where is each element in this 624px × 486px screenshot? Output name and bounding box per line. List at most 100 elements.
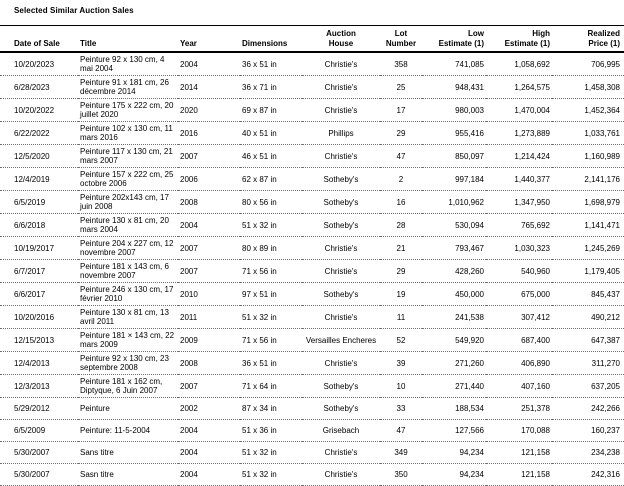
cell-realized_price: 1,160,989 — [552, 144, 624, 168]
cell-year: 2004 — [178, 213, 240, 237]
cell-dimensions: 46 x 51 in — [240, 144, 302, 168]
cell-lot_number: 47 — [380, 419, 422, 442]
cell-low_estimate: 997,184 — [422, 167, 486, 191]
cell-low_estimate: 793,467 — [422, 236, 486, 260]
cell-year: 2007 — [178, 374, 240, 398]
table-row: 5/30/2007 Sasn titre 2004 51 x 32 in Christi… — [0, 463, 624, 486]
cell-high_estimate: 170,088 — [486, 419, 552, 442]
cell-date_of_sale: 6/22/2022 — [0, 121, 78, 145]
cell-realized_price: 637,205 — [552, 374, 624, 398]
table-row: 6/22/2022 Peinture 102 x 130 cm, 11 mars … — [0, 121, 624, 145]
cell-realized_price: 706,995 — [552, 52, 624, 76]
cell-dimensions: 80 x 56 in — [240, 190, 302, 214]
cell-date_of_sale: 12/15/2013 — [0, 328, 78, 352]
column-header-title: Title — [78, 25, 178, 53]
cell-high_estimate: 1,058,692 — [486, 52, 552, 76]
cell-low_estimate: 955,416 — [422, 121, 486, 145]
cell-low_estimate: 241,538 — [422, 305, 486, 329]
cell-auction_house: Sotheby's — [302, 397, 380, 420]
cell-dimensions: 36 x 51 in — [240, 351, 302, 375]
cell-date_of_sale: 6/6/2017 — [0, 282, 78, 306]
cell-year: 2006 — [178, 167, 240, 191]
cell-dimensions: 51 x 36 in — [240, 419, 302, 442]
cell-realized_price: 242,266 — [552, 397, 624, 420]
table-row: 10/20/2016 Peinture 130 x 81 cm, 13 avril… — [0, 305, 624, 329]
cell-auction_house: Christie's — [302, 236, 380, 260]
cell-title: Peinture 102 x 130 cm, 11 mars 2016 — [78, 121, 178, 145]
cell-date_of_sale: 6/5/2019 — [0, 190, 78, 214]
cell-lot_number: 29 — [380, 121, 422, 145]
table-row: 12/3/2013 Peinture 181 x 162 cm, Diptyque… — [0, 374, 624, 398]
cell-realized_price: 1,452,364 — [552, 98, 624, 122]
column-header-date_of_sale: Date of Sale — [0, 25, 78, 53]
cell-low_estimate: 549,920 — [422, 328, 486, 352]
cell-low_estimate: 980,003 — [422, 98, 486, 122]
cell-low_estimate: 850,097 — [422, 144, 486, 168]
cell-realized_price: 1,698,979 — [552, 190, 624, 214]
cell-high_estimate: 675,000 — [486, 282, 552, 306]
cell-year: 2004 — [178, 463, 240, 486]
cell-high_estimate: 540,960 — [486, 259, 552, 283]
cell-auction_house: Christie's — [302, 52, 380, 76]
cell-auction_house: Sotheby's — [302, 213, 380, 237]
table-row: 10/20/2022 Peinture 175 x 222 cm, 20 juil… — [0, 98, 624, 122]
cell-title: Peinture 91 x 181 cm, 26 décembre 2014 — [78, 75, 178, 99]
cell-date_of_sale: 12/3/2013 — [0, 374, 78, 398]
cell-high_estimate: 1,030,323 — [486, 236, 552, 260]
cell-dimensions: 71 x 56 in — [240, 259, 302, 283]
cell-lot_number: 39 — [380, 351, 422, 375]
table-row: 6/6/2017 Peinture 246 x 130 cm, 17 févrie… — [0, 282, 624, 306]
column-header-high_estimate: High Estimate (1) — [486, 25, 552, 53]
cell-lot_number: 29 — [380, 259, 422, 283]
column-header-dimensions: Dimensions — [240, 25, 302, 53]
table-header-row: Date of Sale Title Year Dimensions Auction H… — [0, 25, 624, 53]
cell-title: Peinture 181 × 143 cm, 22 mars 2009 — [78, 328, 178, 352]
cell-dimensions: 71 x 56 in — [240, 328, 302, 352]
table-row: 5/30/2007 Sans titre 2004 51 x 32 in Christi… — [0, 441, 624, 464]
cell-realized_price: 1,179,405 — [552, 259, 624, 283]
table-row: 6/5/2009 Peinture: 11-5-2004 2004 51 x 36 i… — [0, 419, 624, 442]
cell-year: 2007 — [178, 259, 240, 283]
table-row: 6/28/2023 Peinture 91 x 181 cm, 26 décemb… — [0, 75, 624, 99]
auction-table-body: 10/20/2023 Peinture 92 x 130 cm, 4 mai 20… — [0, 52, 624, 486]
cell-high_estimate: 307,412 — [486, 305, 552, 329]
cell-title: Peinture 246 x 130 cm, 17 février 2010 — [78, 282, 178, 306]
cell-dimensions: 51 x 32 in — [240, 441, 302, 464]
cell-year: 2008 — [178, 190, 240, 214]
cell-date_of_sale: 5/30/2007 — [0, 463, 78, 486]
cell-date_of_sale: 10/20/2023 — [0, 52, 78, 76]
cell-dimensions: 40 x 51 in — [240, 121, 302, 145]
cell-title: Peinture: 11-5-2004 — [78, 419, 178, 442]
table-row: 6/7/2017 Peinture 181 x 143 cm, 6 novembr… — [0, 259, 624, 283]
cell-high_estimate: 121,158 — [486, 463, 552, 486]
cell-realized_price: 242,316 — [552, 463, 624, 486]
cell-low_estimate: 271,260 — [422, 351, 486, 375]
cell-lot_number: 16 — [380, 190, 422, 214]
cell-realized_price: 490,212 — [552, 305, 624, 329]
cell-lot_number: 19 — [380, 282, 422, 306]
cell-date_of_sale: 6/28/2023 — [0, 75, 78, 99]
auction-sales-table: Date of Sale Title Year Dimensions Auction H… — [0, 25, 624, 486]
cell-date_of_sale: 5/29/2012 — [0, 397, 78, 420]
cell-year: 2016 — [178, 121, 240, 145]
cell-date_of_sale: 10/19/2017 — [0, 236, 78, 260]
cell-auction_house: Christie's — [302, 463, 380, 486]
cell-year: 2011 — [178, 305, 240, 329]
cell-date_of_sale: 6/5/2009 — [0, 419, 78, 442]
cell-year: 2007 — [178, 144, 240, 168]
cell-dimensions: 62 x 87 in — [240, 167, 302, 191]
cell-date_of_sale: 10/20/2016 — [0, 305, 78, 329]
table-row: 5/29/2012 Peinture 2002 87 x 34 in Sotheby's… — [0, 397, 624, 420]
cell-realized_price: 2,141,176 — [552, 167, 624, 191]
cell-auction_house: Christie's — [302, 351, 380, 375]
cell-year: 2004 — [178, 419, 240, 442]
cell-date_of_sale: 10/20/2022 — [0, 98, 78, 122]
column-header-year: Year — [178, 25, 240, 53]
cell-lot_number: 25 — [380, 75, 422, 99]
cell-dimensions: 87 x 34 in — [240, 397, 302, 420]
cell-year: 2010 — [178, 282, 240, 306]
cell-dimensions: 51 x 32 in — [240, 463, 302, 486]
cell-title: Peinture — [78, 397, 178, 420]
cell-low_estimate: 188,534 — [422, 397, 486, 420]
cell-auction_house: Christie's — [302, 305, 380, 329]
